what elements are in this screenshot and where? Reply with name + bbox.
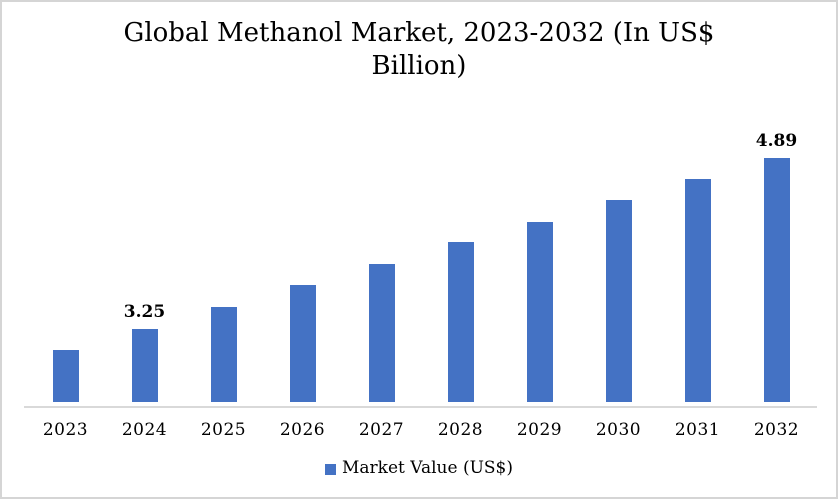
bar-2023 (52, 350, 79, 402)
x-axis-label-2030: 2030 (595, 420, 642, 440)
bar-slot-2025 (184, 307, 263, 402)
bar-value-label-2032: 4.89 (755, 131, 798, 151)
bar-2026 (289, 285, 316, 402)
bar-2030 (605, 200, 632, 402)
bar-slot-2027 (342, 264, 421, 402)
x-axis-label-2028: 2028 (437, 420, 484, 440)
bar-2029 (526, 222, 553, 402)
x-axis-label-2032: 2032 (753, 420, 800, 440)
bar-2031 (684, 179, 711, 402)
x-axis-label-2024: 2024 (121, 420, 168, 440)
x-axis-label-2027: 2027 (358, 420, 405, 440)
x-axis-label-2026: 2026 (279, 420, 326, 440)
bar-2024 (131, 329, 158, 402)
bar-value-label-2024: 3.25 (123, 302, 166, 322)
plot-area: 3.25 4.89 (26, 92, 816, 402)
bar-slot-2031 (658, 179, 737, 402)
legend-label: Market Value (US$) (341, 458, 514, 478)
chart-title: Global Methanol Market, 2023-2032 (In US… (2, 17, 836, 83)
bar-slot-2029 (500, 222, 579, 402)
bar-2025 (210, 307, 237, 402)
bar-slot-2030 (579, 200, 658, 402)
bar-2027 (368, 264, 395, 402)
x-axis-label-2029: 2029 (516, 420, 563, 440)
chart-title-line2: Billion) (371, 51, 467, 81)
x-axis-label-2031: 2031 (674, 420, 721, 440)
x-axis-labels: 2023 2024 2025 2026 2027 2028 2029 2030 2031 2032 (26, 420, 816, 440)
chart-title-line1: Global Methanol Market, 2023-2032 (In US… (123, 18, 715, 48)
x-axis-label-2023: 2023 (42, 420, 89, 440)
x-axis-label-2025: 2025 (200, 420, 247, 440)
bar-slot-2028 (421, 242, 500, 402)
bar-slot-2026 (263, 285, 342, 402)
legend: Market Value (US$) (2, 459, 836, 478)
bar-slot-2024: 3.25 (105, 304, 184, 402)
x-axis-line (24, 406, 817, 408)
bar-slot-2032: 4.89 (737, 133, 816, 402)
bar-2032 (763, 158, 790, 402)
bar-slot-2023 (26, 350, 105, 402)
legend-swatch-icon (324, 463, 336, 475)
bar-2028 (447, 242, 474, 402)
